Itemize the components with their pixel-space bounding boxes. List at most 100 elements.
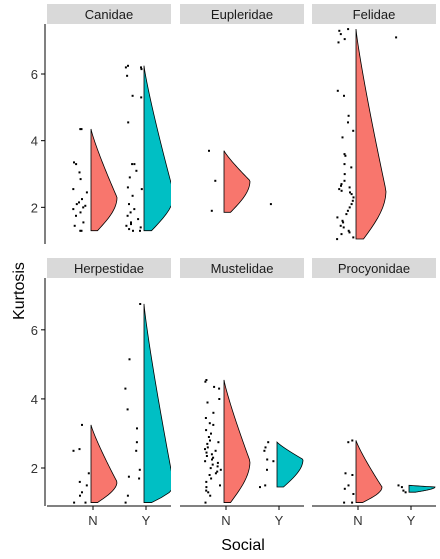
violin-half xyxy=(276,441,304,488)
data-point xyxy=(342,221,345,224)
data-point xyxy=(204,448,206,451)
violin-half xyxy=(408,484,436,493)
data-point xyxy=(78,171,81,174)
data-point xyxy=(341,136,344,139)
data-point xyxy=(208,422,211,425)
data-point xyxy=(349,191,351,194)
facet-marks xyxy=(72,303,171,504)
data-point xyxy=(212,456,215,459)
facet-title: Felidae xyxy=(353,7,396,22)
data-point xyxy=(78,448,81,451)
data-point xyxy=(347,229,350,232)
data-point xyxy=(341,219,344,222)
facet-marks xyxy=(72,64,171,232)
data-point xyxy=(210,432,212,435)
data-point xyxy=(264,484,267,487)
data-point xyxy=(404,491,407,494)
data-point xyxy=(140,188,143,191)
data-point xyxy=(343,487,346,490)
violin-half xyxy=(355,440,383,503)
facet-strip xyxy=(47,4,171,24)
data-point xyxy=(343,38,346,41)
data-point xyxy=(205,486,208,489)
y-tick-label: 6 xyxy=(31,67,38,82)
facet-marks xyxy=(204,379,304,504)
data-point xyxy=(343,179,346,182)
y-tick-label: 6 xyxy=(31,323,38,338)
data-point xyxy=(211,463,214,466)
y-tick-label: 4 xyxy=(31,392,38,407)
data-point xyxy=(138,468,141,471)
data-point xyxy=(351,439,354,442)
data-point xyxy=(204,501,207,504)
data-point xyxy=(128,358,131,361)
data-point xyxy=(82,206,85,209)
y-axis-title: Kurtosis xyxy=(11,262,28,320)
data-point xyxy=(124,501,127,504)
x-tick-label: Y xyxy=(142,513,151,528)
data-point xyxy=(347,28,350,31)
data-point xyxy=(343,501,346,504)
data-point xyxy=(206,446,209,449)
data-point xyxy=(205,480,208,483)
data-point xyxy=(351,501,354,504)
data-point xyxy=(128,228,131,231)
facet-title: Procyonidae xyxy=(338,261,410,276)
data-point xyxy=(85,191,88,194)
data-point xyxy=(72,208,75,211)
data-point xyxy=(259,486,261,489)
data-point xyxy=(347,114,350,117)
data-point xyxy=(209,467,212,470)
data-point xyxy=(214,472,217,475)
facet-panel: Eupleridae xyxy=(180,4,304,213)
data-point xyxy=(272,460,275,463)
data-point xyxy=(79,494,81,497)
data-point xyxy=(350,166,353,169)
data-point xyxy=(345,213,348,216)
violin-half xyxy=(90,424,118,503)
data-point xyxy=(75,163,78,166)
x-tick-label: Y xyxy=(275,513,284,528)
facet-panel: Mustelidae xyxy=(180,258,304,504)
data-point xyxy=(340,233,343,236)
data-point xyxy=(343,163,346,166)
data-point xyxy=(395,36,398,39)
data-point xyxy=(400,486,403,489)
facet-marks xyxy=(343,439,436,504)
data-point xyxy=(214,449,217,452)
y-tick-label: 2 xyxy=(31,200,38,215)
data-point xyxy=(130,221,132,224)
data-point xyxy=(336,238,339,241)
y-tick-label: 4 xyxy=(31,134,38,149)
violin-half xyxy=(143,303,171,503)
data-point xyxy=(131,163,134,166)
facet-strip xyxy=(180,4,304,24)
y-axis: 2 4 6 xyxy=(31,278,46,506)
facet-title: Canidae xyxy=(85,7,133,22)
y-axes: 2 4 6 2 4 6 xyxy=(31,24,46,506)
data-point xyxy=(140,96,143,99)
facet-panel: Herpestidae xyxy=(47,258,171,504)
violin-half xyxy=(355,28,387,240)
data-point xyxy=(339,33,342,36)
data-point xyxy=(205,489,208,492)
data-point xyxy=(205,455,208,457)
data-point xyxy=(344,154,347,157)
data-point xyxy=(79,229,82,232)
data-point xyxy=(346,209,349,212)
data-point xyxy=(213,385,216,388)
data-point xyxy=(218,398,221,400)
y-tick-label: 2 xyxy=(31,461,38,476)
data-point xyxy=(217,441,220,444)
data-point xyxy=(397,484,400,487)
data-point xyxy=(137,218,140,221)
data-point xyxy=(204,380,207,383)
data-point xyxy=(124,387,127,390)
data-point xyxy=(128,203,130,206)
data-point xyxy=(75,203,78,206)
facet-title: Mustelidae xyxy=(211,261,274,276)
data-point xyxy=(350,193,353,196)
data-point xyxy=(263,449,266,452)
